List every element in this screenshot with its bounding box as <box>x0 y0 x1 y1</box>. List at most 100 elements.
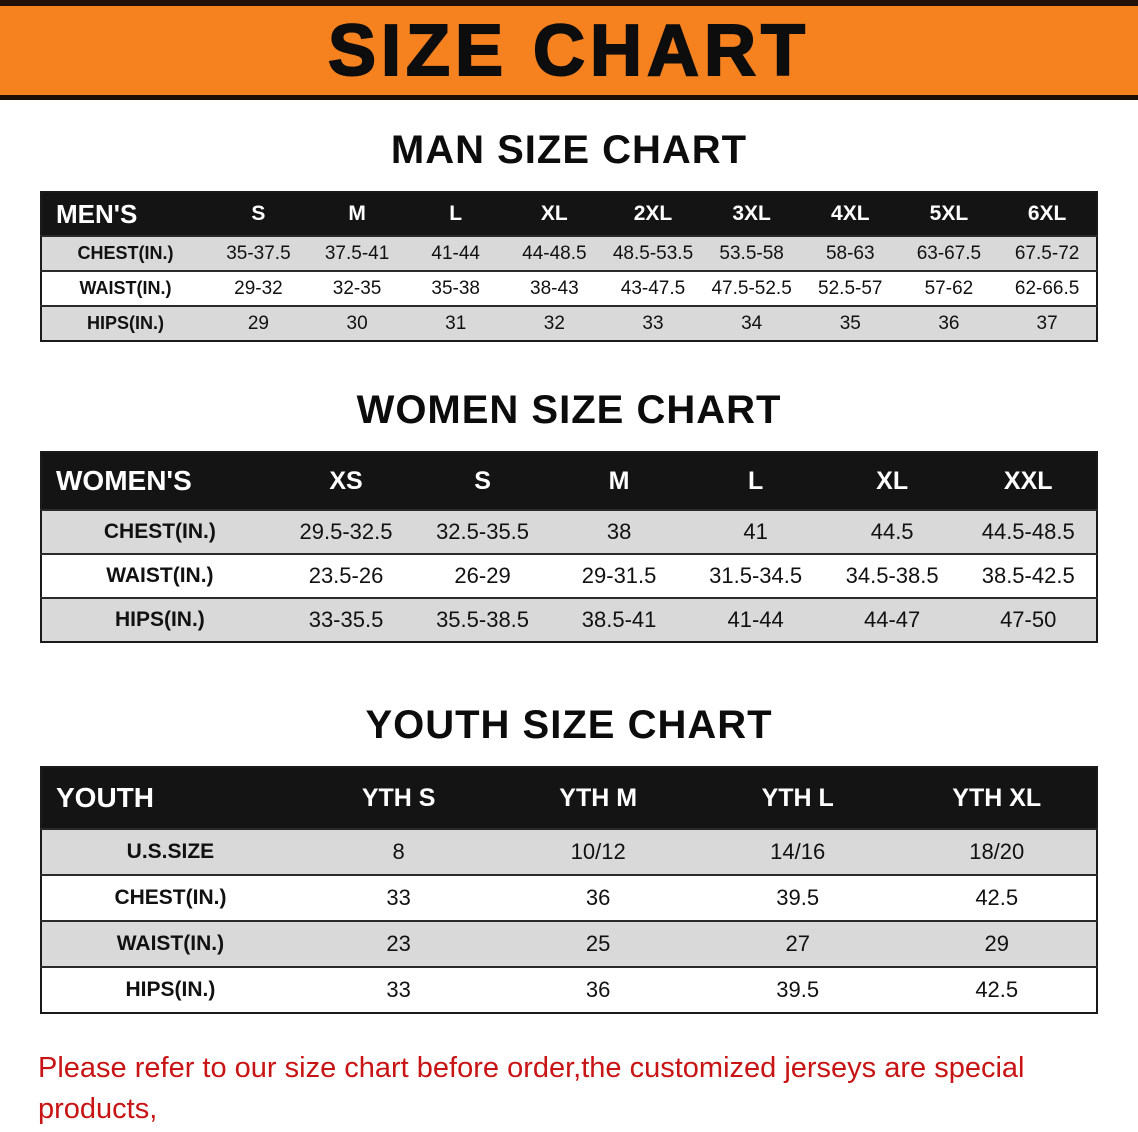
value-cell: 48.5-53.5 <box>612 242 694 264</box>
table-row: WAIST(IN.) 23.5-26 26-29 29-31.5 31.5-34.5 34… <box>41 554 1097 598</box>
value-cell: 38.5-41 <box>581 607 657 632</box>
table-header-row: MEN'S S M L XL 2XL 3XL 4XL 5XL 6XL <box>41 192 1097 236</box>
value-cell: 33 <box>386 885 411 910</box>
value-cell: 35-37.5 <box>226 242 291 264</box>
value-cell: 32-35 <box>332 277 382 299</box>
youth-size-table: YOUTH YTH S YTH M YTH L YTH XL U.S.SIZE 8 10/12… <box>40 766 1098 1014</box>
value-cell: 38-43 <box>530 277 579 299</box>
size-header-cell: L <box>406 192 506 236</box>
row-label-cell: WAIST(IN.) <box>106 564 214 587</box>
value-cell: 29.5-32.5 <box>299 519 393 544</box>
value-cell: 41 <box>743 519 768 544</box>
size-header-cell: 3XL <box>702 192 801 236</box>
value-cell: 44.5 <box>870 519 914 544</box>
value-cell: 29 <box>247 312 269 334</box>
value-cell: 27 <box>785 931 810 956</box>
value-cell: 26-29 <box>454 563 511 588</box>
table-title-cell: WOMEN'S <box>41 452 278 510</box>
value-cell: 33 <box>642 312 664 334</box>
value-cell: 33 <box>386 977 411 1002</box>
size-header-cell: S <box>414 452 551 510</box>
size-header-cell: 4XL <box>800 192 900 236</box>
size-header-cell: L <box>687 452 824 510</box>
value-cell: 29 <box>984 931 1009 956</box>
value-cell: 42.5 <box>975 885 1019 910</box>
table-row: WAIST(IN.) 29-32 32-35 35-38 38-43 43-47.5 47.… <box>41 271 1097 306</box>
size-header-cell: 2XL <box>603 192 703 236</box>
value-cell: 36 <box>938 312 960 334</box>
value-cell: 62-66.5 <box>1014 277 1080 299</box>
value-cell: 44.5-48.5 <box>981 519 1075 544</box>
size-header-cell: S <box>209 192 308 236</box>
women-section-heading: WOMEN SIZE CHART <box>356 388 782 432</box>
section-youth: YOUTH SIZE CHART YOUTH YTH S YTH M YTH L YTH… <box>0 643 1138 1014</box>
page-title: SIZE CHART <box>327 10 810 91</box>
value-cell: 30 <box>346 312 368 334</box>
value-cell: 25 <box>585 931 611 956</box>
table-row: WAIST(IN.) 23 25 27 29 <box>41 921 1097 967</box>
value-cell: 53.5-58 <box>719 242 784 264</box>
value-cell: 35-38 <box>431 277 481 299</box>
men-size-table: MEN'S S M L XL 2XL 3XL 4XL 5XL 6XL CHEST(IN.) 35-37… <box>40 191 1098 342</box>
charts-area: MAN SIZE CHART MEN'S S M L XL 2XL 3XL 4XL 5XL 6XL… <box>0 100 1138 1014</box>
table-title-cell: MEN'S <box>41 192 210 236</box>
table-row: U.S.SIZE 8 10/12 14/16 18/20 <box>41 829 1097 875</box>
value-cell: 35 <box>839 312 861 334</box>
value-cell: 18/20 <box>969 839 1025 864</box>
table-row: CHEST(IN.) 29.5-32.5 32.5-35.5 38 41 44.5 44.5… <box>41 510 1097 554</box>
value-cell: 31.5-34.5 <box>709 563 803 588</box>
value-cell: 57-62 <box>924 277 974 299</box>
size-header-cell: YTH S <box>298 767 499 829</box>
value-cell: 8 <box>392 839 405 864</box>
value-cell: 34.5-38.5 <box>845 563 939 588</box>
section-women: WOMEN SIZE CHART WOMEN'S XS S M L XL XXL CHEST(… <box>0 342 1138 643</box>
value-cell: 36 <box>585 977 611 1002</box>
value-cell: 44-47 <box>864 607 921 632</box>
size-header-cell: 5XL <box>899 192 999 236</box>
youth-section-heading: YOUTH SIZE CHART <box>365 703 773 747</box>
value-cell: 44-48.5 <box>522 242 587 264</box>
value-cell: 32.5-35.5 <box>436 519 530 544</box>
value-cell: 47-50 <box>1000 607 1057 632</box>
value-cell: 38 <box>606 519 632 544</box>
value-cell: 34 <box>741 312 763 334</box>
size-header-cell: 6XL <box>998 192 1097 236</box>
value-cell: 39.5 <box>776 977 820 1002</box>
row-label-cell: WAIST(IN.) <box>79 278 172 298</box>
row-label-cell: HIPS(IN.) <box>114 608 205 631</box>
value-cell: 29-32 <box>234 277 283 299</box>
banner: SIZE CHART <box>0 0 1138 100</box>
table-row: CHEST(IN.) 35-37.5 37.5-41 41-44 44-48.5 48.5… <box>41 236 1097 271</box>
footer-note: Please refer to our size chart before or… <box>38 1048 1118 1132</box>
value-cell: 67.5-72 <box>1014 242 1080 264</box>
men-section-heading: MAN SIZE CHART <box>390 128 748 172</box>
size-header-cell: XL <box>505 192 604 236</box>
value-cell: 35.5-38.5 <box>436 607 530 632</box>
section-men: MAN SIZE CHART MEN'S S M L XL 2XL 3XL 4XL 5XL 6XL… <box>0 100 1138 342</box>
row-label-cell: WAIST(IN.) <box>116 932 225 955</box>
table-row: HIPS(IN.) 29 30 31 32 33 34 35 36 37 <box>41 306 1097 341</box>
row-label-cell: CHEST(IN.) <box>114 886 227 909</box>
table-row: HIPS(IN.) 33-35.5 35.5-38.5 38.5-41 41-44 44-… <box>41 598 1097 642</box>
size-header-cell: YTH L <box>697 767 898 829</box>
value-cell: 39.5 <box>776 885 820 910</box>
value-cell: 32 <box>543 312 565 334</box>
row-label-cell: CHEST(IN.) <box>103 520 216 543</box>
value-cell: 33-35.5 <box>308 607 384 632</box>
size-header-cell: XL <box>823 452 961 510</box>
table-header-row: YOUTH YTH S YTH M YTH L YTH XL <box>41 767 1097 829</box>
value-cell: 58-63 <box>825 242 875 264</box>
value-cell: 41-44 <box>727 607 784 632</box>
size-header-cell: XS <box>277 452 415 510</box>
table-row: CHEST(IN.) 33 36 39.5 42.5 <box>41 875 1097 921</box>
value-cell: 63-67.5 <box>916 242 982 264</box>
size-header-cell: YTH XL <box>897 767 1097 829</box>
size-header-cell: XXL <box>960 452 1097 510</box>
table-row: HIPS(IN.) 33 36 39.5 42.5 <box>41 967 1097 1013</box>
value-cell: 36 <box>585 885 611 910</box>
women-size-table: WOMEN'S XS S M L XL XXL CHEST(IN.) 29.5-32.5 32.5… <box>40 451 1098 643</box>
size-header-cell: M <box>307 192 407 236</box>
size-header-cell: M <box>550 452 688 510</box>
value-cell: 42.5 <box>975 977 1019 1002</box>
row-label-cell: U.S.SIZE <box>126 840 215 863</box>
